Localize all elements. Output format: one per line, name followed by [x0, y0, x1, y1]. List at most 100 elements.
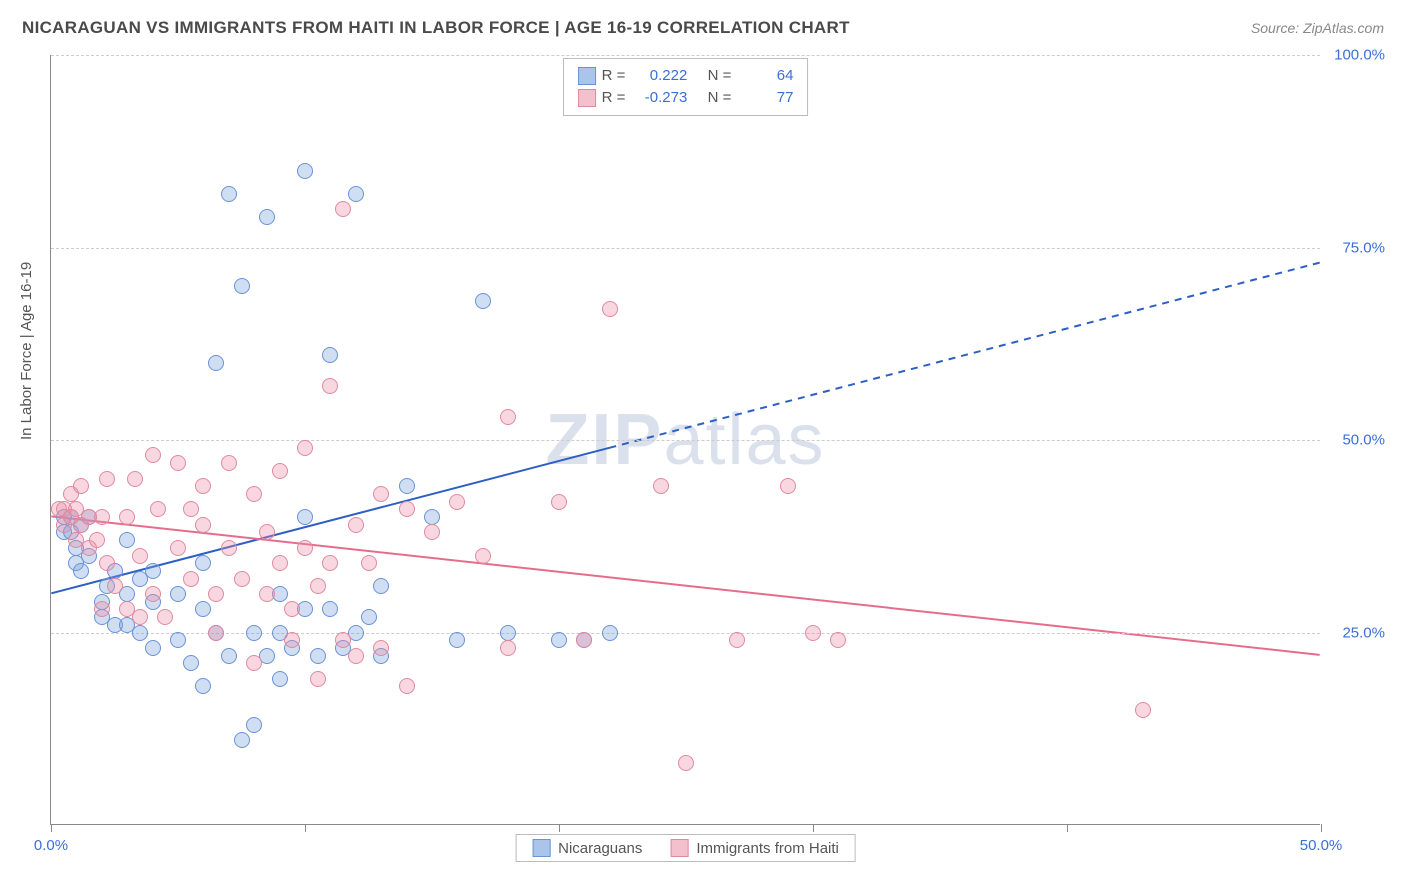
- data-point: [284, 601, 300, 617]
- data-point: [208, 625, 224, 641]
- data-point: [297, 540, 313, 556]
- data-point: [729, 632, 745, 648]
- data-point: [284, 632, 300, 648]
- data-point: [322, 347, 338, 363]
- data-point: [94, 601, 110, 617]
- data-point: [132, 625, 148, 641]
- data-point: [399, 501, 415, 517]
- data-point: [221, 648, 237, 664]
- swatch-nicaraguans: [532, 839, 550, 857]
- y-tick-label: 75.0%: [1325, 239, 1385, 256]
- y-tick-label: 50.0%: [1325, 432, 1385, 449]
- data-point: [94, 509, 110, 525]
- data-point: [208, 355, 224, 371]
- data-point: [170, 455, 186, 471]
- y-tick-label: 100.0%: [1325, 47, 1385, 64]
- data-point: [89, 532, 105, 548]
- data-point: [449, 494, 465, 510]
- data-point: [246, 717, 262, 733]
- chart-title: NICARAGUAN VS IMMIGRANTS FROM HAITI IN L…: [22, 18, 850, 38]
- data-point: [399, 478, 415, 494]
- data-point: [310, 578, 326, 594]
- data-point: [145, 640, 161, 656]
- data-point: [170, 540, 186, 556]
- x-tick-label: 50.0%: [1300, 837, 1343, 854]
- data-point: [373, 640, 389, 656]
- data-point: [500, 625, 516, 641]
- swatch-nicaraguans: [578, 67, 596, 85]
- data-point: [551, 632, 567, 648]
- data-point: [107, 578, 123, 594]
- x-tick: [51, 824, 52, 832]
- data-point: [234, 732, 250, 748]
- gridline: [51, 248, 1320, 249]
- x-tick: [559, 824, 560, 832]
- legend-label: Nicaraguans: [558, 840, 642, 857]
- data-point: [373, 578, 389, 594]
- data-point: [150, 501, 166, 517]
- data-point: [310, 648, 326, 664]
- data-point: [99, 471, 115, 487]
- data-point: [551, 494, 567, 510]
- data-point: [183, 655, 199, 671]
- legend-label: Immigrants from Haiti: [696, 840, 839, 857]
- data-point: [297, 509, 313, 525]
- series-legend: Nicaraguans Immigrants from Haiti: [515, 834, 856, 862]
- data-point: [310, 671, 326, 687]
- data-point: [449, 632, 465, 648]
- correlation-legend: R = 0.222 N = 64 R = -0.273 N = 77: [563, 58, 809, 116]
- data-point: [132, 609, 148, 625]
- data-point: [361, 609, 377, 625]
- x-tick: [305, 824, 306, 832]
- data-point: [246, 486, 262, 502]
- data-point: [475, 548, 491, 564]
- data-point: [805, 625, 821, 641]
- data-point: [119, 509, 135, 525]
- data-point: [157, 609, 173, 625]
- data-point: [234, 278, 250, 294]
- data-point: [73, 563, 89, 579]
- data-point: [246, 625, 262, 641]
- data-point: [653, 478, 669, 494]
- scatter-chart: ZIPatlas R = 0.222 N = 64 R = -0.273 N =…: [50, 55, 1320, 825]
- data-point: [145, 447, 161, 463]
- data-point: [297, 440, 313, 456]
- x-tick: [1067, 824, 1068, 832]
- data-point: [127, 471, 143, 487]
- data-point: [348, 517, 364, 533]
- data-point: [348, 186, 364, 202]
- gridline: [51, 440, 1320, 441]
- data-point: [145, 563, 161, 579]
- data-point: [170, 632, 186, 648]
- data-point: [399, 678, 415, 694]
- data-point: [576, 632, 592, 648]
- data-point: [361, 555, 377, 571]
- data-point: [195, 478, 211, 494]
- data-point: [322, 555, 338, 571]
- data-point: [500, 409, 516, 425]
- data-point: [208, 586, 224, 602]
- data-point: [424, 524, 440, 540]
- data-point: [297, 163, 313, 179]
- data-point: [234, 571, 250, 587]
- gridline: [51, 55, 1320, 56]
- data-point: [602, 301, 618, 317]
- data-point: [678, 755, 694, 771]
- data-point: [322, 378, 338, 394]
- data-point: [830, 632, 846, 648]
- data-point: [183, 501, 199, 517]
- data-point: [221, 455, 237, 471]
- data-point: [195, 555, 211, 571]
- data-point: [475, 293, 491, 309]
- legend-row-nicaraguans: R = 0.222 N = 64: [578, 65, 794, 87]
- legend-item-haiti: Immigrants from Haiti: [670, 839, 839, 857]
- source-attribution: Source: ZipAtlas.com: [1251, 20, 1384, 36]
- data-point: [500, 640, 516, 656]
- data-point: [272, 463, 288, 479]
- data-point: [335, 632, 351, 648]
- data-point: [246, 655, 262, 671]
- data-point: [348, 648, 364, 664]
- data-point: [145, 586, 161, 602]
- data-point: [221, 540, 237, 556]
- data-point: [424, 509, 440, 525]
